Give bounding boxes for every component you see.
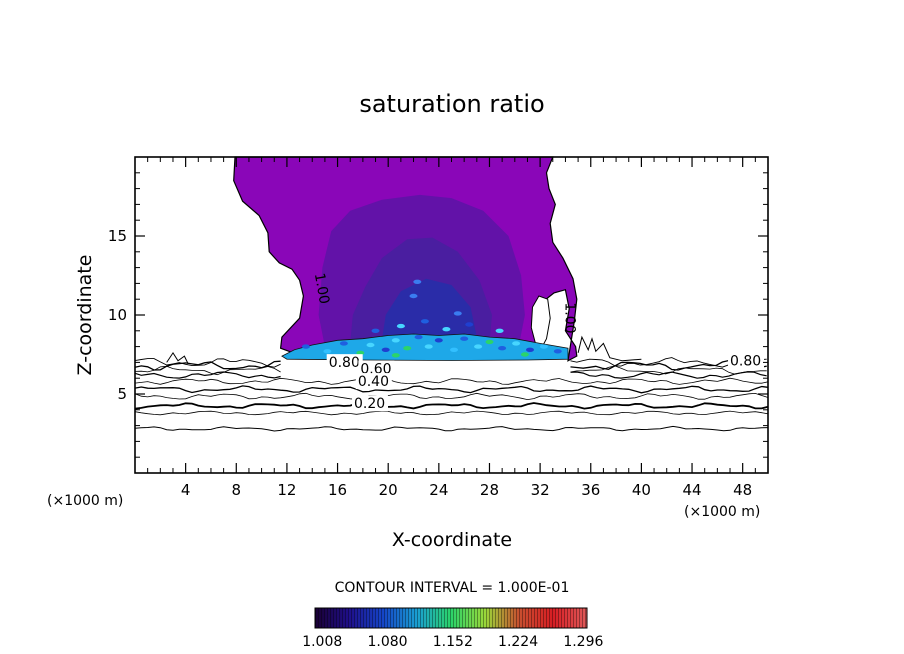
cloud-speckle <box>323 349 332 354</box>
cloud-speckle <box>396 323 405 329</box>
cloud-speckle <box>442 327 451 332</box>
cloud-speckle <box>413 279 422 284</box>
y-tick-label: 5 <box>117 385 127 403</box>
y-axis-ticks: 5 10 15 <box>108 172 768 458</box>
contour-label: 1.00 <box>561 302 577 333</box>
colorbar-tick-label: 1.008 <box>302 634 342 650</box>
cloud-speckle <box>520 352 529 357</box>
cloud-speckle <box>356 350 365 356</box>
x-tick-label: 20 <box>379 481 398 499</box>
contour-label-bg <box>326 354 363 371</box>
cloud-speckle <box>460 336 469 341</box>
contour-line <box>134 371 281 379</box>
contour-label: 0.80 <box>329 355 360 371</box>
contour-line <box>134 377 769 385</box>
x-tick-label: 36 <box>581 481 600 499</box>
cloud-speckle <box>391 338 400 343</box>
cloud-speckle <box>526 347 534 352</box>
chart-title: saturation ratio <box>359 90 544 118</box>
cloud-speckle <box>512 341 521 346</box>
cloud-speckle <box>414 334 423 340</box>
x-tick-label: 32 <box>531 481 550 499</box>
cloud-speckle <box>450 347 458 352</box>
contour-label: 1.00 <box>311 272 332 305</box>
contour-line <box>134 402 769 410</box>
x-tick-label: 44 <box>682 481 701 499</box>
contour-label: 0.20 <box>354 396 385 412</box>
x-unit-left: (×1000 m) <box>47 493 123 509</box>
cloud-speckle <box>409 293 418 299</box>
cloud-speckle <box>301 344 310 349</box>
colorbar <box>314 607 588 629</box>
contour-line <box>134 360 281 371</box>
cloud-speckle <box>371 328 380 333</box>
cloud-speckle <box>539 344 548 349</box>
cloud-speckle <box>391 353 400 358</box>
colorbar-tick-label: 1.080 <box>367 634 407 650</box>
contour-label: 0.40 <box>358 374 389 390</box>
cloud-speckle <box>403 346 412 351</box>
x-tick-label: 40 <box>632 481 651 499</box>
x-tick-label: 28 <box>480 481 499 499</box>
colorbar-tick-label: 1.152 <box>433 634 473 650</box>
x-tick-label: 16 <box>328 481 347 499</box>
contour-line <box>134 365 281 376</box>
cloud-speckle <box>495 328 504 333</box>
colorbar-tick-label: 1.296 <box>563 634 603 650</box>
x-tick-label: 24 <box>429 481 448 499</box>
cloud-core <box>381 278 477 341</box>
cloud-speckle <box>381 347 390 352</box>
cloud-speckle <box>465 322 474 327</box>
cloud-speckle <box>498 346 507 351</box>
contour-line <box>134 392 769 401</box>
cloud-speckle <box>366 342 375 348</box>
cloud-speckle <box>474 344 483 349</box>
contour-label-bg <box>358 360 395 377</box>
contour-squiggle <box>577 335 642 362</box>
contour-line <box>134 385 769 394</box>
cloud-speckle <box>420 319 429 324</box>
plot-area: 1.001.000.800.80 0.600.400.20 <box>134 156 769 432</box>
contour-label-bg <box>352 395 389 412</box>
contour-label-bg <box>728 352 765 369</box>
colorbar-ticks: 1.008 1.080 1.152 1.224 1.296 <box>302 634 603 650</box>
colorbar-frame <box>314 607 588 629</box>
x-tick-label: 8 <box>232 481 242 499</box>
x-unit-right: (×1000 m) <box>684 504 760 520</box>
x-tick-label: 4 <box>181 481 191 499</box>
x-axis-ticks: 4 8 12 16 20 24 28 32 36 40 44 48 <box>147 157 756 499</box>
contour-line <box>134 410 769 416</box>
contour-label-bg <box>355 373 392 390</box>
colorbar-tick-label: 1.224 <box>498 634 538 650</box>
cloud-speckle <box>339 341 348 346</box>
contour-label: 0.80 <box>730 354 761 370</box>
y-tick-label: 10 <box>108 306 127 324</box>
cloud-speckle <box>424 344 433 349</box>
contour-interval: CONTOUR INTERVAL = 1.000E-01 <box>335 580 570 596</box>
contour-squiggle <box>166 351 189 365</box>
x-axis-label: X-coordinate <box>392 529 512 551</box>
cloud-speckle <box>434 338 443 343</box>
colorbar-stripes <box>315 608 587 628</box>
contour-line <box>134 358 281 368</box>
x-tick-label: 48 <box>733 481 752 499</box>
x-tick-label: 12 <box>277 481 296 499</box>
cloud-speckle <box>453 311 462 316</box>
contour-line <box>570 365 767 375</box>
cloud-speckle <box>485 339 494 345</box>
contour-line <box>134 425 769 432</box>
cloud-speckle <box>553 349 562 354</box>
y-tick-label: 15 <box>108 227 127 245</box>
y-axis-label: Z-coordinate <box>74 255 96 376</box>
